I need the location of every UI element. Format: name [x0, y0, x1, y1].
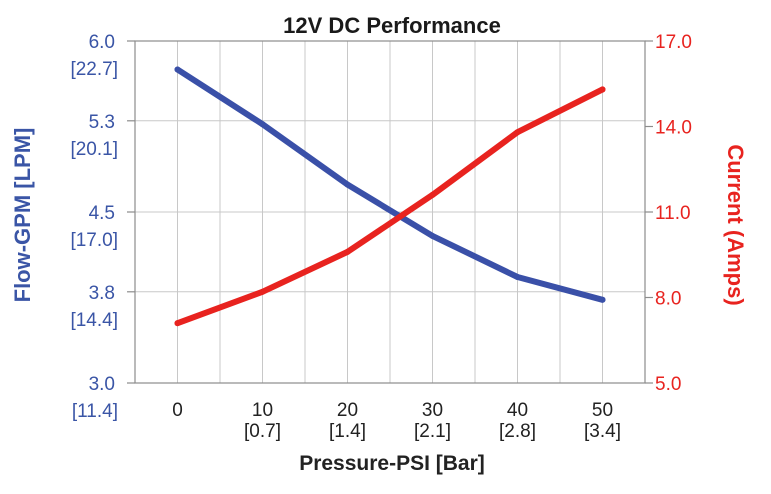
current-data-point — [174, 320, 181, 327]
x-tick-label: 20 — [337, 400, 358, 421]
y-axis-label-left: Flow-GPM [LPM] — [10, 128, 35, 303]
y-left-tick-sublabel: [20.1] — [70, 139, 118, 160]
current-data-point — [429, 191, 436, 198]
tick-labels: 3.0 [11.4] 3.8 [14.4] 4.5 [17.0] 5.3 [20.1] 6.0 [… — [70, 32, 692, 442]
flow-data-point — [599, 296, 606, 303]
x-tick-sublabel: [2.1] — [414, 421, 451, 442]
x-axis-label: Pressure-PSI [Bar] — [299, 452, 485, 475]
y-left-tick-label: 3.0 — [89, 374, 115, 395]
y-right-tick-label: 17.0 — [655, 32, 692, 53]
y-axis-label-right: Current (Amps) — [723, 144, 748, 305]
flow-data-point — [344, 181, 351, 188]
x-tick-sublabel: [2.8] — [499, 421, 536, 442]
x-tick-sublabel: [3.4] — [584, 421, 621, 442]
y-left-tick-label: 6.0 — [89, 32, 115, 53]
flow-data-point — [174, 66, 181, 73]
y-right-tick-label: 14.0 — [655, 118, 692, 139]
y-left-tick-sublabel: [22.7] — [70, 59, 118, 80]
current-data-point — [514, 129, 521, 136]
y-left-tick-sublabel: [11.4] — [72, 401, 118, 422]
current-data-point — [344, 248, 351, 255]
x-tick-label: 10 — [252, 400, 273, 421]
x-tick-sublabel: [1.4] — [329, 421, 366, 442]
current-data-point — [599, 86, 606, 93]
y-left-tick-label: 5.3 — [89, 112, 115, 133]
flow-data-point — [429, 232, 436, 239]
x-tick-label: 40 — [507, 400, 528, 421]
x-tick-label: 0 — [172, 400, 183, 421]
y-left-tick-sublabel: [14.4] — [70, 310, 118, 331]
current-data-point — [259, 288, 266, 295]
y-right-tick-label: 5.0 — [655, 374, 681, 395]
y-left-tick-label: 4.5 — [89, 203, 115, 224]
y-right-tick-label: 11.0 — [655, 203, 691, 224]
flow-series-line — [174, 66, 606, 303]
x-tick-label: 30 — [422, 400, 443, 421]
y-left-tick-label: 3.8 — [89, 283, 115, 304]
y-left-tick-sublabel: [17.0] — [70, 230, 118, 251]
y-right-tick-label: 8.0 — [655, 289, 681, 310]
chart-title: 12V DC Performance — [283, 13, 501, 38]
x-tick-sublabel: [0.7] — [244, 421, 281, 442]
current-series-line — [174, 86, 606, 327]
series-layer — [174, 66, 606, 327]
x-tick-label: 50 — [592, 400, 613, 421]
flow-data-point — [259, 121, 266, 128]
flow-data-point — [514, 273, 521, 280]
